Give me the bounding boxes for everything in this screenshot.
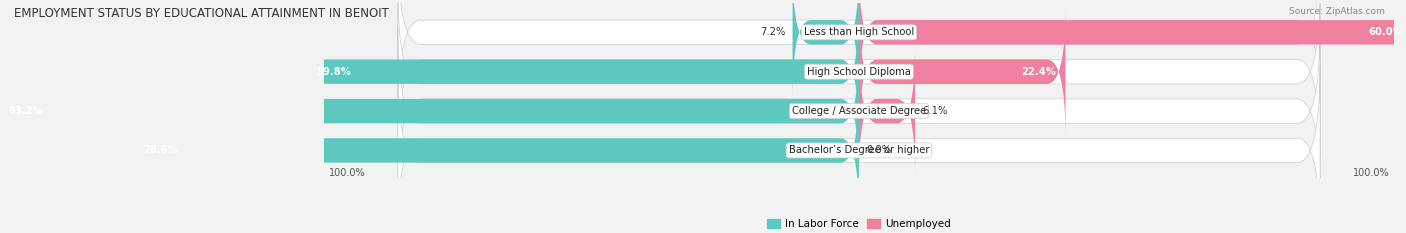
Text: Bachelor’s Degree or higher: Bachelor’s Degree or higher [789, 145, 929, 155]
Text: 78.6%: 78.6% [143, 145, 179, 155]
FancyBboxPatch shape [308, 5, 859, 138]
Text: 60.0%: 60.0% [1368, 27, 1403, 37]
Text: High School Diploma: High School Diploma [807, 67, 911, 77]
Text: 59.8%: 59.8% [316, 67, 352, 77]
FancyBboxPatch shape [398, 0, 1320, 119]
Text: Source: ZipAtlas.com: Source: ZipAtlas.com [1289, 7, 1385, 16]
FancyBboxPatch shape [0, 45, 859, 178]
Legend: In Labor Force, Unemployed: In Labor Force, Unemployed [768, 219, 950, 229]
FancyBboxPatch shape [398, 0, 1320, 158]
FancyBboxPatch shape [859, 0, 1406, 99]
FancyBboxPatch shape [859, 5, 1066, 138]
Text: 100.0%: 100.0% [1353, 168, 1389, 178]
Text: 93.2%: 93.2% [8, 106, 44, 116]
Text: Less than High School: Less than High School [804, 27, 914, 37]
Text: 22.4%: 22.4% [1021, 67, 1056, 77]
Text: EMPLOYMENT STATUS BY EDUCATIONAL ATTAINMENT IN BENOIT: EMPLOYMENT STATUS BY EDUCATIONAL ATTAINM… [14, 7, 389, 20]
FancyBboxPatch shape [398, 25, 1320, 197]
Text: 7.2%: 7.2% [759, 27, 785, 37]
Text: 100.0%: 100.0% [329, 168, 366, 178]
Text: 6.1%: 6.1% [922, 106, 948, 116]
FancyBboxPatch shape [859, 45, 915, 178]
Text: College / Associate Degree: College / Associate Degree [792, 106, 927, 116]
Text: 0.0%: 0.0% [866, 145, 891, 155]
FancyBboxPatch shape [134, 84, 859, 217]
FancyBboxPatch shape [793, 0, 859, 99]
FancyBboxPatch shape [398, 64, 1320, 233]
